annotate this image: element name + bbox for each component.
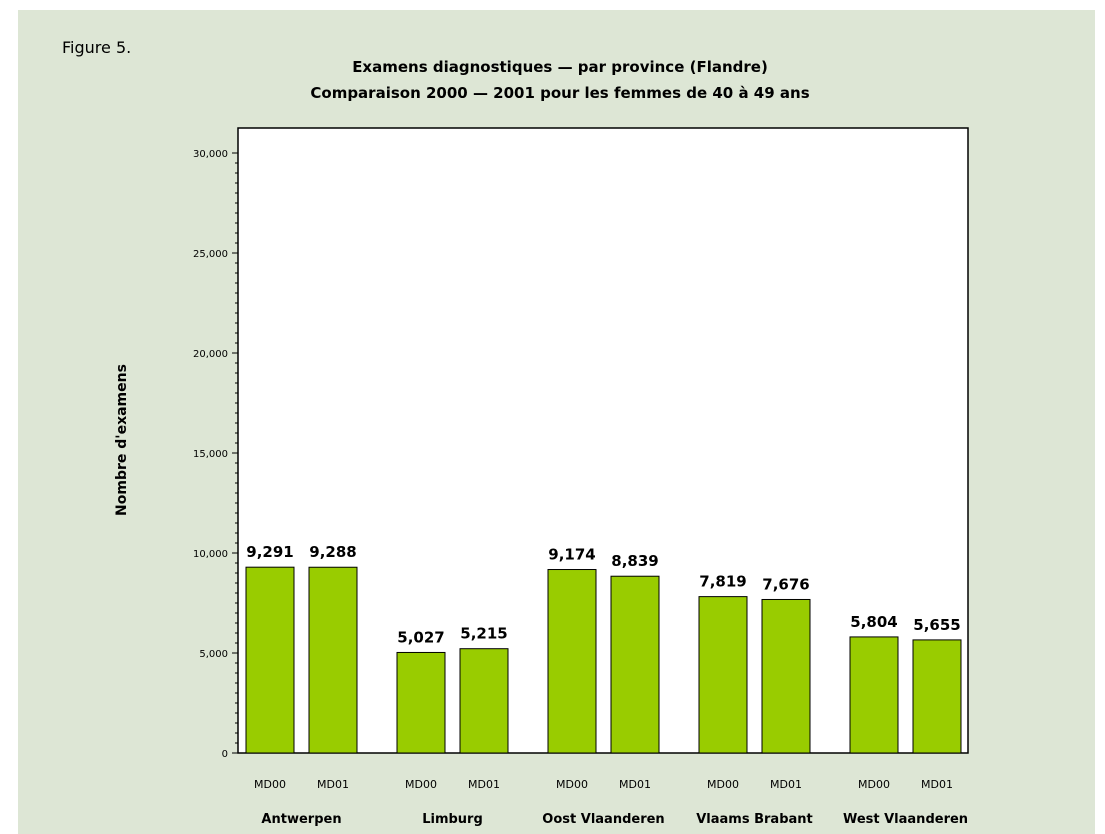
group-label: Limburg <box>422 812 483 827</box>
y-tick-label: 30,000 <box>193 149 228 160</box>
data-label: 5,655 <box>913 616 960 634</box>
x-tick-label: MD01 <box>468 778 500 791</box>
bar <box>547 569 597 754</box>
y-tick-label: 0 <box>222 749 228 760</box>
bar <box>912 639 962 754</box>
x-tick-label: MD00 <box>556 778 588 791</box>
chart-subtitle: Comparaison 2000 — 2001 pour les femmes … <box>310 84 809 102</box>
y-axis-label: Nombre d'examens <box>114 364 130 516</box>
y-axis: 0 5,000 10,000 15,000 20,000 25,000 30,000 <box>193 149 238 760</box>
x-tick-label: MD00 <box>254 778 286 791</box>
group-label: Oost Vlaanderen <box>542 812 664 827</box>
bar <box>610 575 660 754</box>
x-tick-label: MD00 <box>707 778 739 791</box>
y-tick-label: 10,000 <box>193 549 228 560</box>
bar <box>698 596 748 754</box>
bars: 9,291 MD00 9,288 MD01 Antwerpen 5,027 MD00 5,21… <box>245 543 968 827</box>
group-label: West Vlaanderen <box>843 812 968 827</box>
x-tick-label: MD01 <box>619 778 651 791</box>
x-tick-label: MD01 <box>921 778 953 791</box>
data-label: 9,291 <box>246 543 293 561</box>
data-label: 7,819 <box>699 573 746 591</box>
y-tick-label: 20,000 <box>193 349 228 360</box>
data-label: 9,174 <box>548 546 595 564</box>
chart-title: Examens diagnostiques — par province (Fl… <box>352 58 768 76</box>
x-tick-label: MD01 <box>770 778 802 791</box>
data-label: 5,804 <box>850 613 897 631</box>
y-tick-label: 25,000 <box>193 249 228 260</box>
bar <box>308 566 358 754</box>
data-label: 8,839 <box>611 552 658 570</box>
data-label: 5,027 <box>397 628 444 646</box>
bar <box>396 651 446 754</box>
data-label: 5,215 <box>460 625 507 643</box>
bar <box>849 636 899 754</box>
group-label: Antwerpen <box>261 812 341 827</box>
bar <box>245 566 295 754</box>
figure-label: Figure 5. <box>62 38 132 57</box>
x-tick-label: MD00 <box>858 778 890 791</box>
group-label: Vlaams Brabant <box>696 812 813 827</box>
plot-area <box>237 127 969 754</box>
x-tick-label: MD01 <box>317 778 349 791</box>
data-label: 7,676 <box>762 575 809 593</box>
bar <box>761 598 811 754</box>
bar <box>459 648 509 754</box>
y-tick-label: 15,000 <box>193 449 228 460</box>
y-tick-label: 5,000 <box>199 649 228 660</box>
data-label: 9,288 <box>309 543 356 561</box>
x-tick-label: MD00 <box>405 778 437 791</box>
